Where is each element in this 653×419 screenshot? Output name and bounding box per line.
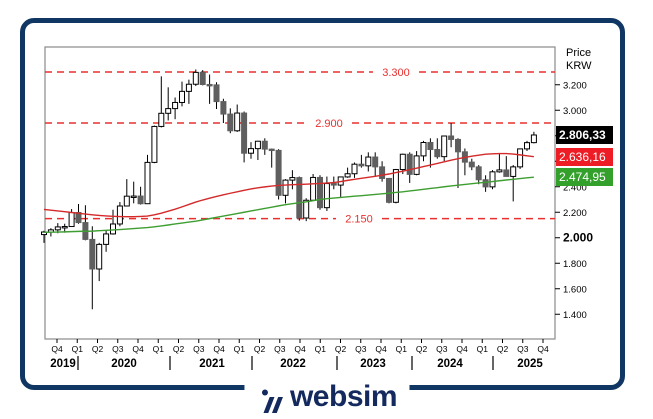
svg-text:Q2: Q2	[497, 344, 509, 354]
svg-text:3.200: 3.200	[563, 80, 587, 91]
svg-text:2.200: 2.200	[563, 208, 587, 219]
svg-text:Q2: Q2	[92, 344, 104, 354]
svg-text:Q1: Q1	[396, 344, 408, 354]
svg-text:3.000: 3.000	[563, 106, 587, 117]
svg-text:Q4: Q4	[375, 344, 387, 354]
price-axis-title-line2: KRW	[566, 60, 592, 72]
svg-text:2019: 2019	[50, 358, 76, 370]
svg-text:Q4: Q4	[213, 344, 225, 354]
svg-text:2023: 2023	[360, 358, 386, 370]
ma-line-green	[43, 176, 534, 233]
svg-text:Q1: Q1	[477, 344, 489, 354]
svg-text:Q2: Q2	[254, 344, 266, 354]
svg-text:Q4: Q4	[456, 344, 468, 354]
x-axis-ticks: Q4 Q1 Q2 Q3 Q4 Q1 Q2 Q3 Q4 Q1 Q2 Q3 Q4 Q1 Q2 Q3 Q4 Q1 Q2 Q3…	[51, 339, 549, 354]
ma-green-price-tag: 2.474,95	[556, 168, 613, 186]
svg-text:Q2: Q2	[173, 344, 185, 354]
y-axis-ticks: 3.2003.0002.8002.6002.4002.2002.0001.800…	[555, 80, 593, 321]
svg-text:Q3: Q3	[436, 344, 448, 354]
svg-text:Q3: Q3	[112, 344, 124, 354]
svg-text:1.600: 1.600	[563, 284, 587, 295]
svg-text:Q4: Q4	[294, 344, 306, 354]
svg-text:Q2: Q2	[416, 344, 428, 354]
ma-red-price-tag: 2.636,16	[556, 148, 613, 166]
svg-text:2.900: 2.900	[315, 118, 343, 130]
price-axis-title-line1: Price	[566, 47, 592, 59]
level-lines: 3.300 2.900 2.150	[45, 67, 555, 226]
svg-text:Q3: Q3	[193, 344, 205, 354]
svg-text:2021: 2021	[199, 358, 225, 370]
svg-text:Q1: Q1	[72, 344, 84, 354]
svg-text:2.150: 2.150	[345, 214, 373, 226]
websim-logo: websim	[243, 376, 410, 414]
svg-text:Q3: Q3	[355, 344, 367, 354]
svg-text:Q4: Q4	[537, 344, 549, 354]
svg-text:Q3: Q3	[274, 344, 286, 354]
svg-text:2022: 2022	[280, 358, 306, 370]
svg-text:Q2: Q2	[335, 344, 347, 354]
websim-logo-icon	[261, 389, 283, 413]
ma-line-red	[43, 152, 534, 218]
last-price-tag: 2.806,33	[556, 126, 613, 144]
svg-text:Q3: Q3	[517, 344, 529, 354]
svg-text:Q1: Q1	[234, 344, 246, 354]
svg-text:Q1: Q1	[153, 344, 165, 354]
svg-text:3.300: 3.300	[382, 67, 410, 79]
svg-text:Q4: Q4	[51, 344, 63, 354]
svg-text:Q1: Q1	[315, 344, 327, 354]
svg-text:2.000: 2.000	[563, 230, 593, 244]
svg-text:Q4: Q4	[132, 344, 144, 354]
svg-text:2.400: 2.400	[563, 182, 587, 193]
websim-wordmark: websim	[289, 380, 398, 413]
svg-text:2024: 2024	[437, 358, 463, 370]
svg-text:1.400: 1.400	[563, 310, 587, 321]
year-labels: 2019 2020 2021 2022 2023 2024 2025	[50, 356, 543, 370]
candlesticks	[41, 69, 537, 310]
svg-text:1.800: 1.800	[563, 259, 587, 270]
svg-text:2020: 2020	[111, 358, 137, 370]
price-axis-title: Price KRW	[566, 47, 591, 73]
svg-text:2025: 2025	[517, 358, 543, 370]
